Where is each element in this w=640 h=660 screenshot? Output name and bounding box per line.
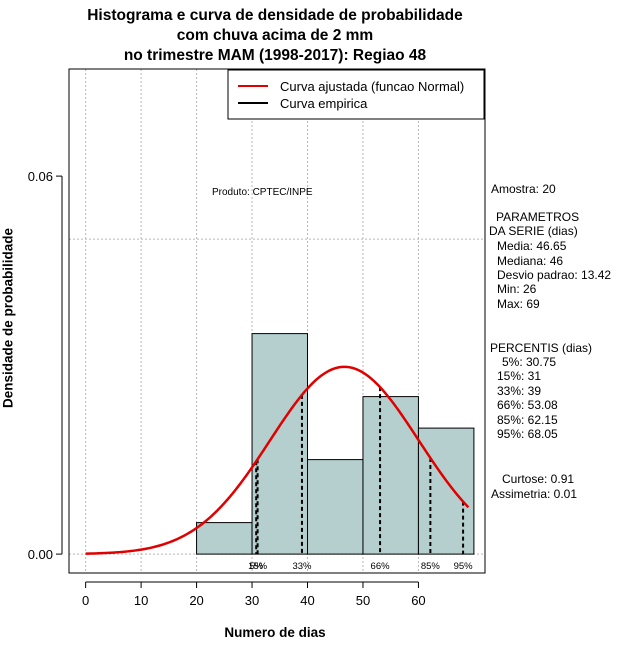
legend-box — [227, 69, 485, 120]
stat-curtose: Curtose: 0.91 — [502, 472, 575, 486]
percentile-label-3: 33% — [292, 561, 312, 572]
histogram-bar-3 — [307, 459, 364, 555]
stat-desvio: Desvio padrao: 13.42 — [497, 268, 612, 282]
x-tick-label: 20 — [189, 593, 203, 608]
histogram-bar-4 — [362, 396, 419, 555]
x-tick-label: 0 — [82, 593, 89, 608]
percentile-label-1: 5% — [249, 561, 263, 572]
percentile-label-4: 66% — [371, 561, 391, 572]
fitted-normal-curve — [85, 365, 470, 555]
stat-p95: 95%: 68.05 — [497, 427, 558, 441]
stat-media: Media: 46.65 — [497, 239, 567, 253]
y-tick-label: 0.00 — [28, 547, 53, 562]
histogram-bar-1 — [196, 522, 253, 555]
y-axis-label: Densidade de probabilidade — [0, 227, 16, 409]
stat-p5: 5%: 30.75 — [502, 355, 557, 369]
stat-amostra: Amostra: 20 — [491, 182, 556, 196]
percentile-label-6: 95% — [454, 561, 474, 572]
stat-assimetria: Assimetria: 0.01 — [491, 487, 578, 501]
chart-title-line-1: Histograma e curva de densidade de proba… — [87, 7, 463, 24]
stat-min: Min: 26 — [497, 282, 537, 296]
stat-param-title-2: DA SERIE (dias) — [489, 224, 578, 238]
stat-p15: 15%: 31 — [497, 369, 542, 383]
percentile-label-5: 85% — [421, 561, 441, 572]
stat-percentis-title: PERCENTIS (dias) — [490, 341, 593, 355]
x-tick-label: 30 — [245, 593, 259, 608]
x-tick-label: 60 — [411, 593, 425, 608]
histogram-bar-5 — [417, 427, 475, 555]
x-tick-label: 10 — [134, 593, 148, 608]
plot-frame — [68, 68, 486, 574]
stat-p66: 66%: 53.08 — [497, 398, 558, 412]
stat-param-title-1: PARAMETROS — [496, 210, 580, 224]
histogram-bar-2 — [251, 333, 309, 555]
stat-p33: 33%: 39 — [497, 384, 542, 398]
chart-title-line-3: no trimestre MAM (1998-2017): Regiao 48 — [123, 47, 427, 64]
legend-label-2: Curva empirica — [280, 96, 368, 111]
stat-p85: 85%: 62.15 — [497, 413, 558, 427]
x-tick-label: 50 — [356, 593, 370, 608]
x-axis-label: Numero de dias — [224, 625, 326, 640]
y-tick-label: 0.06 — [28, 169, 53, 184]
product-label: Produto: CPTEC/INPE — [212, 187, 313, 198]
legend-label-1: Curva ajustada (funcao Normal) — [280, 79, 464, 94]
chart-title-line-2: com chuva acima de 2 mm — [176, 27, 374, 44]
stat-mediana: Mediana: 46 — [497, 254, 564, 268]
x-tick-label: 40 — [300, 593, 314, 608]
stat-max: Max: 69 — [497, 297, 540, 311]
percentile-label-2: 15% — [248, 561, 268, 572]
